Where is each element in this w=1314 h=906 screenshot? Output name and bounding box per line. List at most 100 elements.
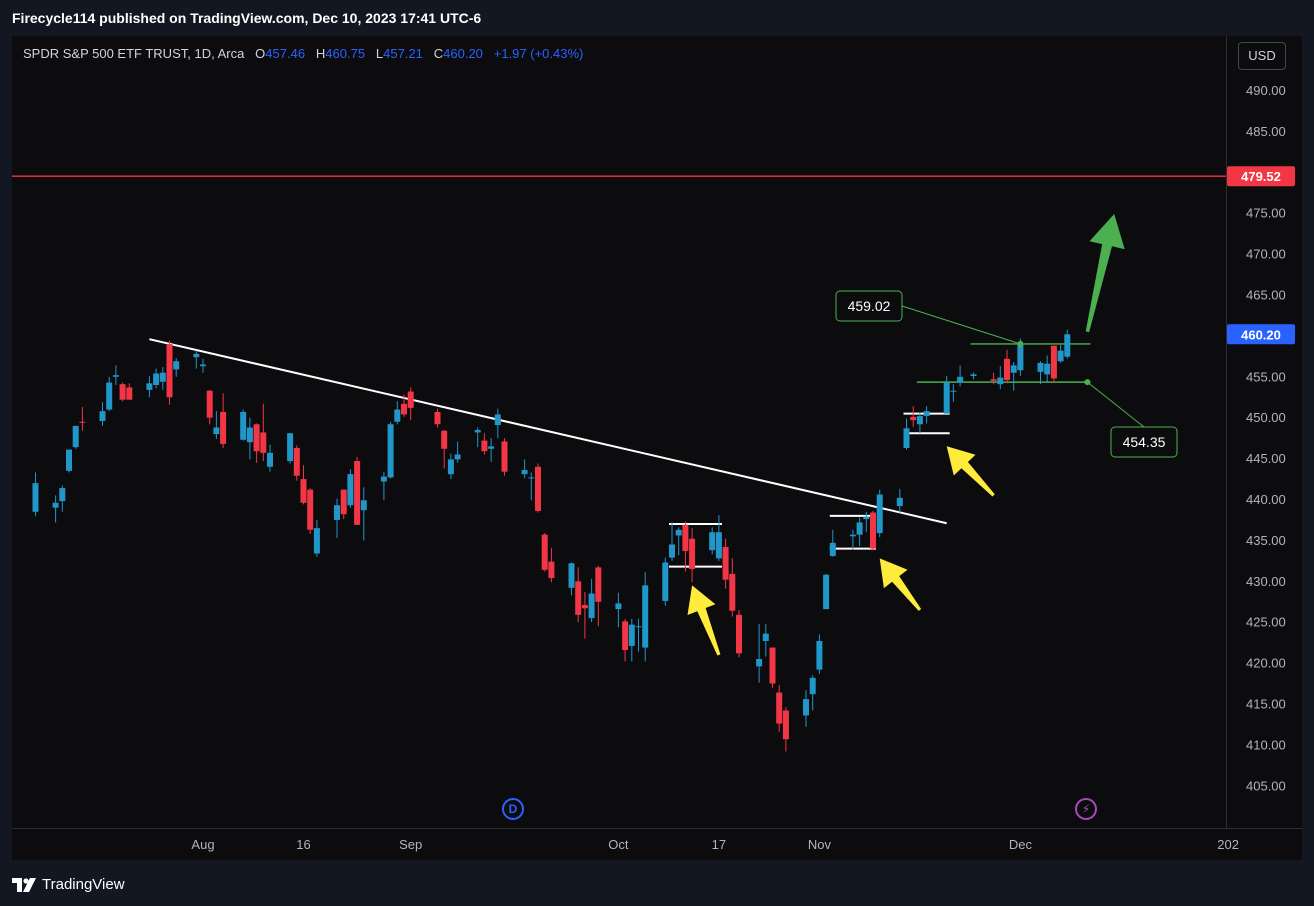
earnings-marker-icon[interactable]: ⚡ [1075,798,1097,820]
dividend-marker[interactable]: D [502,798,524,820]
candle-body [635,626,642,628]
price-tick-label: 455.00 [1246,369,1286,384]
candle-body [213,427,220,435]
candle-body [380,476,387,482]
candle-body [401,403,407,415]
candle-body [581,605,588,609]
candle-body [300,479,307,503]
time-tick-label: Aug [191,837,214,852]
callout-459: 459.02 [848,298,891,314]
candle-body [957,376,964,383]
chart-background [12,36,1302,860]
candle-body [896,497,903,507]
axes: 490.00485.00480.00475.00470.00465.00460.… [191,83,1295,852]
candle-body [729,573,736,611]
callout-454: 454.35 [1123,434,1166,450]
open-value: 457.46 [265,46,306,61]
candle-body [501,441,508,472]
candle-body [52,502,59,508]
candle-body [903,428,910,448]
candle-body [1050,345,1057,379]
candle-body [1017,343,1024,371]
candle-body [823,574,830,610]
candle-body [628,624,635,646]
candle-body [32,483,39,512]
time-tick-label: Oct [608,837,629,852]
price-tick-label: 470.00 [1246,247,1286,262]
price-tick-label: 445.00 [1246,451,1286,466]
candle-body [776,692,783,724]
candle-body [488,446,495,449]
tradingview-brand: TradingView [42,876,125,893]
candle-body [816,641,823,670]
candle-body [782,710,789,740]
price-tick-label: 430.00 [1246,574,1286,589]
price-tick-label: 485.00 [1246,124,1286,139]
candle-body [240,411,247,440]
candle-body [689,538,696,570]
candle-body [407,391,414,408]
candle-body [474,429,481,433]
candle-body [769,647,776,684]
price-tick-label: 475.00 [1246,206,1286,221]
price-tick-label: 425.00 [1246,615,1286,630]
candle-body [153,373,160,385]
price-tick-label: 450.00 [1246,410,1286,425]
candle-body [441,430,448,449]
candle-body [722,546,729,580]
callout-459-box [835,290,903,322]
candle-body [756,659,763,667]
yellow-arrow [879,558,922,611]
candle-body [159,372,166,382]
price-tick-label: 415.00 [1246,697,1286,712]
horizontal-lines [12,175,1226,568]
candle-body [307,489,314,530]
candle-body [521,470,528,475]
candle-body [595,567,602,602]
candle-body [923,411,930,417]
candle-body [334,505,340,520]
candle-body [803,699,809,716]
candle-body [220,411,227,444]
candle-body [313,528,320,554]
candle-body [59,488,66,502]
candle-body [950,390,957,392]
candle-body [246,427,253,443]
candle-body [1010,365,1017,373]
candle-body [662,562,669,601]
candle-body [669,544,675,558]
candle-body [1037,362,1044,372]
candle-body [1064,334,1071,357]
yellow-arrow [946,446,995,497]
candle-body [682,524,689,552]
candle-body [622,621,629,651]
currency-button[interactable]: USD [1238,42,1286,70]
candle-body [588,593,595,619]
candle-body [715,532,722,559]
candle-body [829,542,836,556]
green-arrow [1085,214,1125,333]
candle-body [360,500,367,511]
candle-body [863,516,870,520]
price-tick-label: 410.00 [1246,737,1286,752]
candle-body [997,377,1004,385]
candle-body [762,633,769,642]
publication-header: Firecycle114 published on TradingView.co… [0,0,1314,36]
candle-body [193,353,200,358]
high-value: 460.75 [325,46,366,61]
candle-body [910,416,917,421]
callout-connector [1087,381,1145,428]
candle-body [1044,363,1051,375]
low-label: L [375,46,384,61]
tradingview-logo[interactable]: TradingView [12,876,125,893]
arrows-layer [687,214,1125,656]
candle-body [354,461,361,525]
candle-body [535,466,541,511]
resistance-price-tag [1227,166,1295,187]
time-tick-label: Nov [808,837,832,852]
candle-body [79,421,86,423]
time-tick-label: 16 [296,837,310,852]
candles [32,329,1071,752]
